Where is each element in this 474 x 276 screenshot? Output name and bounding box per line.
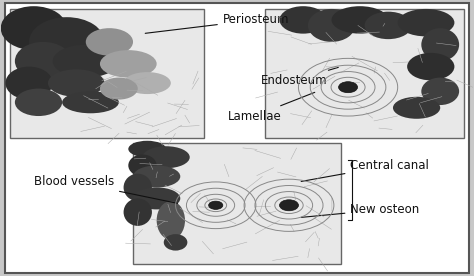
Bar (265, 9, 464, 138)
Text: Central canal: Central canal (301, 159, 429, 181)
Ellipse shape (124, 174, 152, 201)
Ellipse shape (128, 155, 156, 176)
Ellipse shape (86, 28, 133, 56)
Text: Blood vessels: Blood vessels (34, 176, 178, 203)
Bar (133, 144, 341, 264)
Ellipse shape (280, 6, 327, 34)
Ellipse shape (393, 97, 440, 119)
Text: Lamellae: Lamellae (228, 92, 315, 123)
Ellipse shape (48, 69, 105, 97)
Ellipse shape (407, 53, 455, 80)
Circle shape (280, 200, 299, 211)
Ellipse shape (15, 89, 62, 116)
Ellipse shape (100, 78, 138, 100)
Ellipse shape (133, 187, 180, 209)
Ellipse shape (164, 234, 187, 251)
Ellipse shape (156, 201, 185, 240)
Ellipse shape (421, 28, 459, 61)
Text: New osteon: New osteon (301, 203, 419, 217)
Ellipse shape (62, 91, 119, 113)
Ellipse shape (308, 9, 355, 42)
Ellipse shape (133, 165, 180, 187)
Ellipse shape (15, 42, 72, 80)
Circle shape (338, 82, 357, 93)
Ellipse shape (128, 141, 166, 157)
Ellipse shape (365, 12, 412, 39)
Ellipse shape (29, 17, 105, 67)
Ellipse shape (331, 6, 388, 34)
Ellipse shape (421, 78, 459, 105)
Ellipse shape (124, 198, 152, 226)
Ellipse shape (5, 67, 53, 100)
Circle shape (209, 201, 223, 209)
Text: Endosteum: Endosteum (261, 67, 338, 87)
Text: Periosteum: Periosteum (145, 14, 289, 33)
Ellipse shape (398, 9, 455, 36)
Ellipse shape (100, 50, 156, 78)
Ellipse shape (0, 6, 67, 50)
Ellipse shape (53, 45, 119, 78)
Ellipse shape (143, 146, 190, 168)
Ellipse shape (124, 72, 171, 94)
Bar (10, 9, 204, 138)
